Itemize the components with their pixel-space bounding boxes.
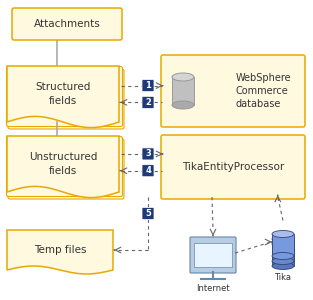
FancyBboxPatch shape xyxy=(7,136,122,196)
Polygon shape xyxy=(272,239,294,261)
FancyBboxPatch shape xyxy=(161,55,305,127)
FancyBboxPatch shape xyxy=(161,135,305,199)
Polygon shape xyxy=(272,234,294,256)
Text: Unstructured
fields: Unstructured fields xyxy=(29,152,97,176)
FancyBboxPatch shape xyxy=(142,96,154,108)
Text: Temp files: Temp files xyxy=(34,245,86,255)
Ellipse shape xyxy=(272,241,294,248)
FancyBboxPatch shape xyxy=(142,208,154,220)
Ellipse shape xyxy=(272,236,294,242)
FancyBboxPatch shape xyxy=(142,80,154,92)
Text: TikaEntityProcessor: TikaEntityProcessor xyxy=(182,162,284,172)
FancyBboxPatch shape xyxy=(7,67,122,127)
Ellipse shape xyxy=(172,101,194,109)
FancyBboxPatch shape xyxy=(142,148,154,160)
Ellipse shape xyxy=(272,257,294,265)
Text: Structured
fields: Structured fields xyxy=(35,82,91,106)
FancyBboxPatch shape xyxy=(12,8,122,40)
FancyBboxPatch shape xyxy=(8,69,124,129)
Ellipse shape xyxy=(172,73,194,81)
Text: 5: 5 xyxy=(145,209,151,218)
Text: Tika: Tika xyxy=(275,273,291,282)
Ellipse shape xyxy=(272,262,294,269)
Text: 3: 3 xyxy=(145,149,151,158)
FancyBboxPatch shape xyxy=(190,237,236,273)
Text: 2: 2 xyxy=(145,98,151,107)
Text: Attachments: Attachments xyxy=(33,19,100,29)
Polygon shape xyxy=(7,66,119,128)
Polygon shape xyxy=(7,230,113,274)
Polygon shape xyxy=(7,136,119,198)
FancyBboxPatch shape xyxy=(8,139,124,199)
Text: WebSphere
Commerce
database: WebSphere Commerce database xyxy=(236,73,291,109)
Text: Internet: Internet xyxy=(196,284,230,293)
FancyBboxPatch shape xyxy=(194,243,232,267)
Ellipse shape xyxy=(272,253,294,260)
FancyBboxPatch shape xyxy=(142,165,154,177)
Text: 4: 4 xyxy=(145,166,151,175)
Polygon shape xyxy=(272,244,294,266)
Text: 1: 1 xyxy=(145,81,151,90)
Polygon shape xyxy=(172,77,194,105)
Ellipse shape xyxy=(272,230,294,238)
